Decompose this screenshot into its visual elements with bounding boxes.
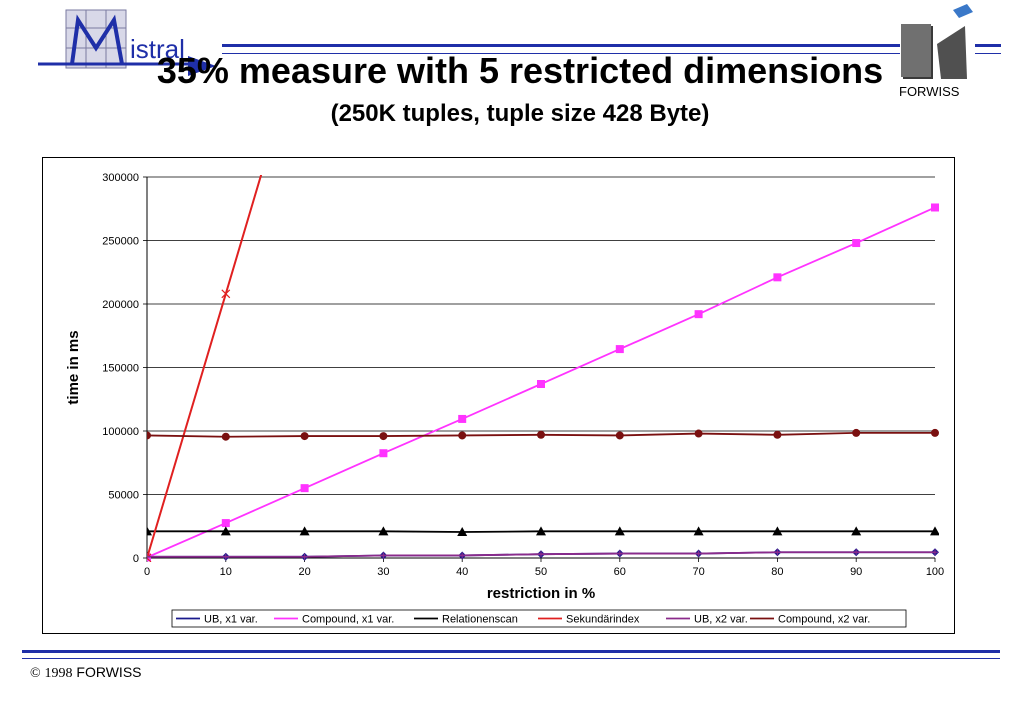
data-point-1 (300, 484, 309, 493)
data-point-2 (457, 526, 468, 536)
data-point-4 (459, 552, 466, 559)
forwiss-logo: FORWISS (899, 4, 973, 99)
data-point-4 (932, 549, 938, 556)
data-point-1 (931, 203, 939, 212)
data-point-2 (772, 526, 783, 536)
x-tick-label: 20 (298, 566, 310, 578)
x-tick-label: 80 (771, 566, 783, 578)
data-point-4 (301, 553, 308, 560)
data-point-2 (693, 526, 704, 536)
data-point-2 (299, 526, 310, 536)
footer-rule (22, 650, 1000, 659)
data-point-4 (538, 551, 544, 558)
x-tick-label: 10 (220, 566, 232, 578)
data-point-2 (930, 526, 939, 536)
logo-left-text: istral (130, 34, 185, 64)
legend-label-4: UB, x2 var. (694, 614, 748, 626)
x-tick-label: 40 (456, 566, 468, 578)
y-tick-label: 100000 (102, 426, 139, 438)
legend-label-2: Relationenscan (442, 614, 518, 626)
header-rule (222, 44, 900, 54)
data-point-1 (221, 519, 230, 528)
data-point-1 (773, 273, 782, 282)
x-tick-label: 60 (614, 566, 626, 578)
data-point-4 (222, 553, 229, 560)
chart-container: 0 50000 100000 150000 200000 250000 300000 0 10 2… (42, 157, 955, 634)
y-tick-label: 300000 (102, 172, 139, 184)
data-point-1 (379, 449, 388, 458)
x-axis-label: restriction in % (487, 585, 595, 602)
legend-label-0: UB, x1 var. (204, 614, 258, 626)
footer: © 1998 FORWISS (30, 664, 142, 682)
data-point-5 (458, 431, 467, 440)
y-tick-label: 0 (133, 553, 139, 565)
data-point-5 (221, 432, 230, 441)
data-point-4 (853, 549, 860, 556)
data-point-4 (695, 550, 702, 557)
data-point-2 (851, 526, 862, 536)
x-tick-label: 90 (850, 566, 862, 578)
mistral-logo: istral (38, 9, 216, 76)
data-point-5 (379, 432, 388, 441)
data-point-5 (300, 432, 309, 441)
data-point-5 (773, 430, 782, 439)
data-point-2 (220, 526, 231, 536)
data-point-5 (147, 431, 151, 440)
data-point-2 (614, 526, 625, 536)
x-tick-label: 30 (377, 566, 389, 578)
data-point-5 (931, 428, 939, 437)
data-point-5 (537, 430, 545, 439)
data-point-2 (536, 526, 546, 536)
data-point-1 (615, 345, 624, 354)
x-tick-label: 0 (144, 566, 150, 578)
data-point-4 (774, 549, 781, 556)
data-point-1 (537, 380, 545, 389)
footer-year: 1998 (44, 666, 73, 681)
data-point-4 (147, 553, 150, 560)
page-subtitle: (250K tuples, tuple size 428 Byte) (330, 100, 710, 127)
data-point-4 (380, 552, 387, 559)
data-point-1 (694, 310, 703, 319)
data-point-1 (852, 239, 861, 248)
legend-label-5: Compound, x2 var. (778, 614, 870, 626)
data-point-2 (378, 526, 389, 536)
data-point-4 (616, 550, 623, 557)
y-tick-label: 50000 (108, 490, 139, 502)
footer-org: FORWISS (76, 664, 142, 680)
y-tick-label: 200000 (102, 299, 139, 311)
data-point-5 (852, 428, 861, 437)
y-tick-label: 150000 (102, 363, 139, 375)
legend-label-1: Compound, x1 var. (302, 614, 394, 626)
copyright-symbol: © (30, 666, 41, 681)
header-rule-right (975, 44, 1001, 54)
logo-right-text: FORWISS (899, 84, 960, 99)
line-chart: 0 50000 100000 150000 200000 250000 300000 0 10 2… (65, 172, 944, 628)
data-point-5 (615, 431, 624, 440)
page-title: 35% measure with 5 restricted dimensions (156, 50, 884, 91)
y-tick-label: 250000 (102, 236, 139, 248)
data-point-5 (694, 429, 703, 438)
y-axis-label: time in ms (65, 330, 82, 404)
data-point-3 (147, 553, 152, 562)
legend-label-3: Sekundärindex (566, 614, 640, 626)
x-tick-label: 70 (692, 566, 704, 578)
x-tick-label: 50 (535, 566, 547, 578)
data-point-3 (221, 289, 231, 299)
data-point-1 (458, 414, 467, 423)
x-tick-label: 100 (926, 566, 944, 578)
series-line-3 (147, 175, 263, 559)
